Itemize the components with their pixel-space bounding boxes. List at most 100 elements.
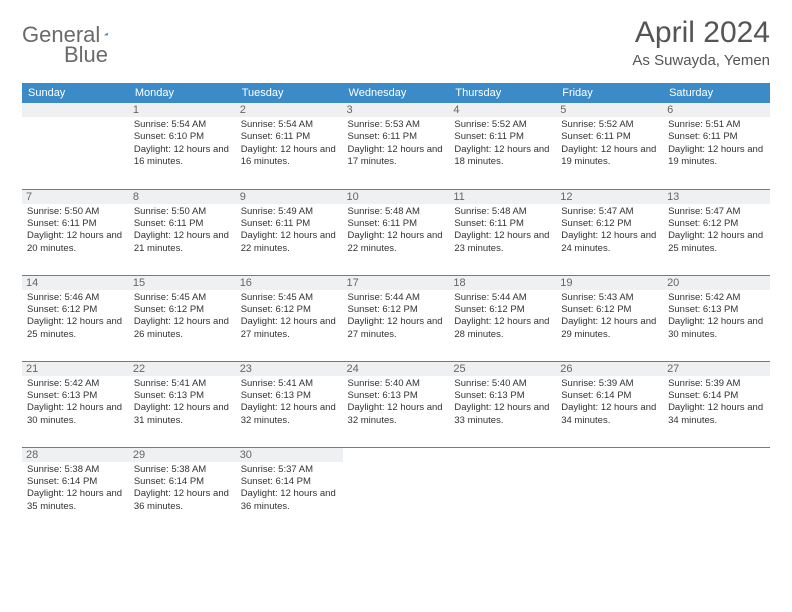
day-details: Sunrise: 5:47 AMSunset: 6:12 PMDaylight:… [668,206,765,255]
day-number: 11 [449,190,556,204]
day-number: 17 [343,276,450,290]
day-number: 15 [129,276,236,290]
day-details: Sunrise: 5:48 AMSunset: 6:11 PMDaylight:… [348,206,445,255]
calendar-cell-empty [556,447,663,533]
title-block: April 2024 As Suwayda, Yemen [632,16,770,69]
calendar-cell: 5 Sunrise: 5:52 AMSunset: 6:11 PMDaylight… [556,103,663,189]
calendar-cell: 29Sunrise: 5:38 AMSunset: 6:14 PMDayligh… [129,447,236,533]
calendar-cell: 20Sunrise: 5:42 AMSunset: 6:13 PMDayligh… [663,275,770,361]
calendar-cell: 3 Sunrise: 5:53 AMSunset: 6:11 PMDaylight… [343,103,450,189]
day-number: 3 [343,103,450,117]
weekday-header: Thursday [449,83,556,103]
day-details: Sunrise: 5:43 AMSunset: 6:12 PMDaylight:… [561,292,658,341]
calendar-row: 7 Sunrise: 5:50 AMSunset: 6:11 PMDaylight… [22,189,770,275]
day-details: Sunrise: 5:46 AMSunset: 6:12 PMDaylight:… [27,292,124,341]
day-number: 19 [556,276,663,290]
calendar-cell: 8 Sunrise: 5:50 AMSunset: 6:11 PMDaylight… [129,189,236,275]
calendar-cell: 4Sunrise: 5:52 AMSunset: 6:11 PMDaylight… [449,103,556,189]
calendar-cell: 10 Sunrise: 5:48 AMSunset: 6:11 PMDayligh… [343,189,450,275]
day-number: 30 [236,448,343,462]
day-number: 9 [236,190,343,204]
calendar-cell: 21 Sunrise: 5:42 AMSunset: 6:13 PMDayligh… [22,361,129,447]
day-details: Sunrise: 5:47 AMSunset: 6:12 PMDaylight:… [561,206,658,255]
page-header: General April 2024 As Suwayda, Yemen [22,16,770,69]
weekday-header: Monday [129,83,236,103]
calendar-cell: 13 Sunrise: 5:47 AMSunset: 6:12 PMDayligh… [663,189,770,275]
calendar-cell: 9 Sunrise: 5:49 AMSunset: 6:11 PMDaylight… [236,189,343,275]
calendar-cell: 7 Sunrise: 5:50 AMSunset: 6:11 PMDaylight… [22,189,129,275]
calendar-cell-empty [449,447,556,533]
day-details: Sunrise: 5:54 AMSunset: 6:10 PMDaylight:… [134,119,231,168]
calendar-cell: 1 Sunrise: 5:54 AMSunset: 6:10 PMDaylight… [129,103,236,189]
weekday-header: Friday [556,83,663,103]
day-details: Sunrise: 5:44 AMSunset: 6:12 PMDaylight:… [348,292,445,341]
calendar-cell: 28 Sunrise: 5:38 AMSunset: 6:14 PMDayligh… [22,447,129,533]
weekday-header: Saturday [663,83,770,103]
day-details: Sunrise: 5:39 AMSunset: 6:14 PMDaylight:… [561,378,658,427]
day-number: 10 [343,190,450,204]
calendar-cell: 26 Sunrise: 5:39 AMSunset: 6:14 PMDayligh… [556,361,663,447]
calendar-cell: 25Sunrise: 5:40 AMSunset: 6:13 PMDayligh… [449,361,556,447]
day-number: 13 [663,190,770,204]
calendar-row: 14 Sunrise: 5:46 AMSunset: 6:12 PMDayligh… [22,275,770,361]
calendar-cell: 14 Sunrise: 5:46 AMSunset: 6:12 PMDayligh… [22,275,129,361]
weekday-header: Tuesday [236,83,343,103]
calendar-cell-empty [22,103,129,189]
day-details: Sunrise: 5:45 AMSunset: 6:12 PMDaylight:… [134,292,231,341]
day-number: 27 [663,362,770,376]
calendar-cell: 19 Sunrise: 5:43 AMSunset: 6:12 PMDayligh… [556,275,663,361]
calendar-cell: 18Sunrise: 5:44 AMSunset: 6:12 PMDayligh… [449,275,556,361]
day-details: Sunrise: 5:40 AMSunset: 6:13 PMDaylight:… [454,378,551,427]
day-number: 22 [129,362,236,376]
day-details: Sunrise: 5:49 AMSunset: 6:11 PMDaylight:… [241,206,338,255]
calendar-header-row: SundayMondayTuesdayWednesdayThursdayFrid… [22,83,770,103]
calendar-cell: 27Sunrise: 5:39 AMSunset: 6:14 PMDayligh… [663,361,770,447]
day-number: 16 [236,276,343,290]
day-number: 14 [22,276,129,290]
logo-text-2: Blue [64,42,108,68]
calendar-row: 28 Sunrise: 5:38 AMSunset: 6:14 PMDayligh… [22,447,770,533]
calendar-row: 21 Sunrise: 5:42 AMSunset: 6:13 PMDayligh… [22,361,770,447]
day-details: Sunrise: 5:37 AMSunset: 6:14 PMDaylight:… [241,464,338,513]
day-number: 2 [236,103,343,117]
day-details: Sunrise: 5:48 AMSunset: 6:11 PMDaylight:… [454,206,551,255]
weekday-header: Sunday [22,83,129,103]
day-details: Sunrise: 5:45 AMSunset: 6:12 PMDaylight:… [241,292,338,341]
day-details: Sunrise: 5:42 AMSunset: 6:13 PMDaylight:… [27,378,124,427]
calendar-cell: 17 Sunrise: 5:44 AMSunset: 6:12 PMDayligh… [343,275,450,361]
day-number: 12 [556,190,663,204]
calendar-cell: 12 Sunrise: 5:47 AMSunset: 6:12 PMDayligh… [556,189,663,275]
calendar-cell: 15 Sunrise: 5:45 AMSunset: 6:12 PMDayligh… [129,275,236,361]
calendar-cell: 6 Sunrise: 5:51 AMSunset: 6:11 PMDaylight… [663,103,770,189]
day-number: 21 [22,362,129,376]
day-details: Sunrise: 5:53 AMSunset: 6:11 PMDaylight:… [348,119,445,168]
day-number: 5 [556,103,663,117]
weekday-header: Wednesday [343,83,450,103]
calendar-cell: 16 Sunrise: 5:45 AMSunset: 6:12 PMDayligh… [236,275,343,361]
location-subtitle: As Suwayda, Yemen [632,52,770,69]
calendar-cell: 11 Sunrise: 5:48 AMSunset: 6:11 PMDayligh… [449,189,556,275]
calendar-cell-empty [343,447,450,533]
day-number: 23 [236,362,343,376]
day-number: 6 [663,103,770,117]
day-number: 28 [22,448,129,462]
day-number: 1 [129,103,236,117]
day-number: 20 [663,276,770,290]
calendar-table: SundayMondayTuesdayWednesdayThursdayFrid… [22,83,770,533]
day-details: Sunrise: 5:38 AMSunset: 6:14 PMDaylight:… [27,464,124,513]
day-number: 7 [22,190,129,204]
calendar-cell: 30 Sunrise: 5:37 AMSunset: 6:14 PMDayligh… [236,447,343,533]
day-number: 29 [129,448,236,462]
day-details: Sunrise: 5:50 AMSunset: 6:11 PMDaylight:… [134,206,231,255]
day-details: Sunrise: 5:54 AMSunset: 6:11 PMDaylight:… [241,119,338,168]
day-number: 26 [556,362,663,376]
day-details: Sunrise: 5:52 AMSunset: 6:11 PMDaylight:… [561,119,658,168]
day-details: Sunrise: 5:50 AMSunset: 6:11 PMDaylight:… [27,206,124,255]
day-details: Sunrise: 5:51 AMSunset: 6:11 PMDaylight:… [668,119,765,168]
month-title: April 2024 [632,16,770,50]
calendar-cell-empty [663,447,770,533]
calendar-cell: 2 Sunrise: 5:54 AMSunset: 6:11 PMDaylight… [236,103,343,189]
day-details: Sunrise: 5:41 AMSunset: 6:13 PMDaylight:… [134,378,231,427]
day-details: Sunrise: 5:41 AMSunset: 6:13 PMDaylight:… [241,378,338,427]
day-number: 8 [129,190,236,204]
